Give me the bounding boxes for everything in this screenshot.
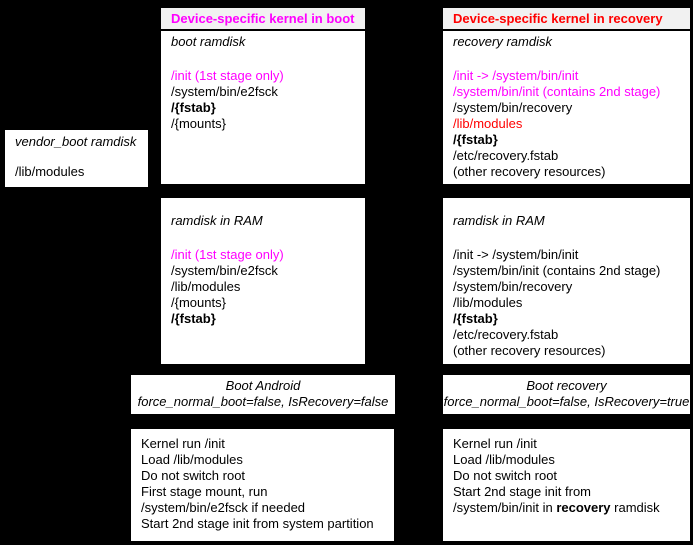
recovery-ram-line: /etc/recovery.fstab [453,327,559,342]
recovery-ram-line: (other recovery resources) [453,343,606,358]
recovery-ramdisk-in-ram-box: ramdisk in RAM /init -> /system/bin/init… [443,198,690,364]
boot-recovery-action-box: Boot recovery force_normal_boot=false, I… [443,375,690,414]
boot-kernel-step: First stage mount, run [141,484,268,499]
spacer [453,229,680,247]
boot-kernel-step: Kernel run /init [141,436,225,451]
recovery-kernel-step: Do not switch root [453,468,558,483]
recovery-kernel-step: Load /lib/modules [453,452,555,467]
boot-ram-line: /init (1st stage only) [171,247,284,262]
boot-column-header-label: Device-specific kernel in boot [171,11,355,26]
recovery-ram-line: /{fstab} [453,311,498,326]
vendor-boot-ramdisk-title: vendor_boot ramdisk [15,134,137,149]
recovery-kernel-steps-box: Kernel run /init Load /lib/modules Do no… [443,429,690,541]
boot-kernel-step: Do not switch root [141,468,246,483]
last-step-post: ramdisk [610,500,660,515]
boot-ram-title: ramdisk in RAM [171,213,263,228]
boot-column-header: Device-specific kernel in boot [161,8,365,29]
boot-ram-line: /{mounts} [171,295,226,310]
recovery-kernel-step: Kernel run /init [453,436,537,451]
recovery-ramdisk-line: /system/bin/init (contains 2nd stage) [453,84,661,99]
boot-ramdisk-line: /{fstab} [171,100,216,115]
boot-android-title: Boot Android [225,378,301,393]
boot-android-action-box: Boot Android force_normal_boot=false, Is… [131,375,395,414]
recovery-ram-line: /system/bin/init (contains 2nd stage) [453,263,661,278]
recovery-ram-title: ramdisk in RAM [453,213,545,228]
boot-ramdisk-title: boot ramdisk [171,34,246,49]
boot-android-params: force_normal_boot=false, IsRecovery=fals… [137,394,389,409]
boot-ramdisk-line: /init (1st stage only) [171,68,284,83]
recovery-ram-line: /init -> /system/bin/init [453,247,579,262]
vendor-boot-lib-modules: /lib/modules [15,164,85,179]
boot-ram-line: /lib/modules [171,279,241,294]
recovery-ramdisk-line: /system/bin/recovery [453,100,573,115]
recovery-ramdisk-line: /etc/recovery.fstab [453,148,559,163]
boot-ram-line: /{fstab} [171,311,216,326]
last-step-bold: recovery [556,500,611,515]
recovery-ram-line: /lib/modules [453,295,523,310]
boot-kernel-step: /system/bin/e2fsck if needed [141,500,306,515]
boot-recovery-params: force_normal_boot=false, IsRecovery=true [443,394,690,409]
boot-recovery-title: Boot recovery [526,378,607,393]
recovery-ramdisk-line: /{fstab} [453,132,498,147]
last-step-pre: /system/bin/init in [453,500,557,515]
recovery-column-header-label: Device-specific kernel in recovery [453,11,663,26]
boot-ramdisk-line: /{mounts} [171,116,226,131]
recovery-ramdisk-title: recovery ramdisk [453,34,552,49]
recovery-ramdisk-box: recovery ramdisk /init -> /system/bin/in… [443,31,690,184]
recovery-column-header: Device-specific kernel in recovery [443,8,690,29]
boot-kernel-steps-box: Kernel run /init Load /lib/modules Do no… [131,429,394,541]
recovery-ramdisk-line: (other recovery resources) [453,164,606,179]
boot-kernel-step: Load /lib/modules [141,452,243,467]
spacer [171,50,355,68]
boot-ramdisk-line: /system/bin/e2fsck [171,84,278,99]
recovery-ramdisk-line: /lib/modules [453,116,523,131]
spacer [15,150,138,164]
boot-ramdisk-box: boot ramdisk /init (1st stage only) /sys… [161,31,365,184]
recovery-ramdisk-line: /init -> /system/bin/init [453,68,579,83]
boot-ramdisk-in-ram-box: ramdisk in RAM /init (1st stage only) /s… [161,198,365,364]
recovery-kernel-step: Start 2nd stage init from [453,484,592,499]
spacer [453,50,680,68]
boot-ram-line: /system/bin/e2fsck [171,263,278,278]
vendor-boot-ramdisk-box: vendor_boot ramdisk /lib/modules [5,130,148,187]
recovery-kernel-step-last: /system/bin/init in recovery ramdisk [453,500,680,516]
boot-kernel-step: Start 2nd stage init from system partiti… [141,516,374,531]
spacer [171,229,355,247]
recovery-ram-line: /system/bin/recovery [453,279,573,294]
